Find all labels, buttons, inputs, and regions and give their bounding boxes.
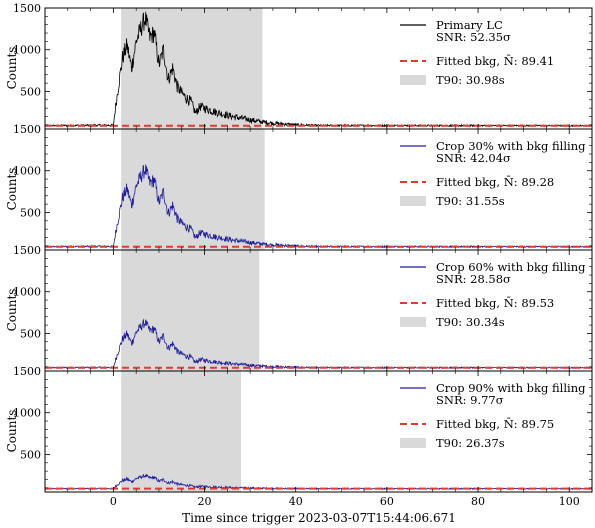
legend-bkg-text: Fitted bkg, N̄: 89.28 xyxy=(436,175,554,189)
y-tick-label: 1500 xyxy=(13,365,41,378)
legend-series-name: Crop 90% with bkg filling xyxy=(436,381,586,395)
y-tick-label: 500 xyxy=(20,327,41,340)
panel-2: 500 1000 1500 Crop 30% with bkg fillingSNR:… xyxy=(13,123,593,251)
y-tick-label: 500 xyxy=(20,206,41,219)
legend-snr: SNR: 52.35σ xyxy=(436,30,511,44)
legend-t90-text: T90: 30.34s xyxy=(436,315,505,329)
legend-t90-text: T90: 31.55s xyxy=(436,194,505,208)
legend-t90-swatch xyxy=(400,196,426,206)
legend-t90-swatch xyxy=(400,317,426,327)
legend-snr: SNR: 28.58σ xyxy=(436,272,511,286)
legend-t90-text: T90: 30.98s xyxy=(436,73,505,87)
y-tick-label: 500 xyxy=(20,448,41,461)
legend-bkg-text: Fitted bkg, N̄: 89.41 xyxy=(436,54,554,68)
y-tick-label: 1000 xyxy=(13,286,41,299)
y-tick-label: 1500 xyxy=(13,123,41,136)
x-tick-label: 80 xyxy=(471,495,485,508)
legend-t90-swatch xyxy=(400,438,426,448)
y-tick-label: 1500 xyxy=(13,2,41,15)
x-tick-label: 20 xyxy=(198,495,212,508)
legend-series-name: Primary LC xyxy=(436,18,503,32)
y-axis-title-4: Counts xyxy=(5,410,19,453)
legend-bkg-text: Fitted bkg, N̄: 89.53 xyxy=(436,296,554,310)
y-axis-title-1: Counts xyxy=(5,47,19,90)
legend-series-name: Crop 30% with bkg filling xyxy=(436,139,586,153)
legend-t90-text: T90: 26.37s xyxy=(436,436,505,450)
y-tick-label: 1000 xyxy=(13,165,41,178)
legend-series-name: Crop 60% with bkg filling xyxy=(436,260,586,274)
legend-snr: SNR: 42.04σ xyxy=(436,151,511,165)
legend-bkg-text: Fitted bkg, N̄: 89.75 xyxy=(436,417,554,431)
y-tick-label: 1000 xyxy=(13,407,41,420)
t90-band xyxy=(121,250,260,371)
legend-snr: SNR: 9.77σ xyxy=(436,393,504,407)
x-tick-label: 60 xyxy=(380,495,394,508)
t90-band xyxy=(121,8,263,129)
panel-3: 500 1000 1500 Crop 60% with bkg fillingSNR:… xyxy=(13,244,593,372)
y-tick-label: 1000 xyxy=(13,44,41,57)
y-axis-title-3: Counts xyxy=(5,289,19,332)
t90-band xyxy=(121,371,242,492)
x-tick-label: 0 xyxy=(110,495,117,508)
y-tick-label: 500 xyxy=(20,85,41,98)
x-axis-title: Time since trigger 2023-03-07T15:44:06.6… xyxy=(182,511,456,525)
y-tick-label: 1500 xyxy=(13,244,41,257)
x-tick-label: 40 xyxy=(289,495,303,508)
x-tick-label: 100 xyxy=(559,495,580,508)
y-axis-title-2: Counts xyxy=(5,168,19,211)
legend-t90-swatch xyxy=(400,75,426,85)
